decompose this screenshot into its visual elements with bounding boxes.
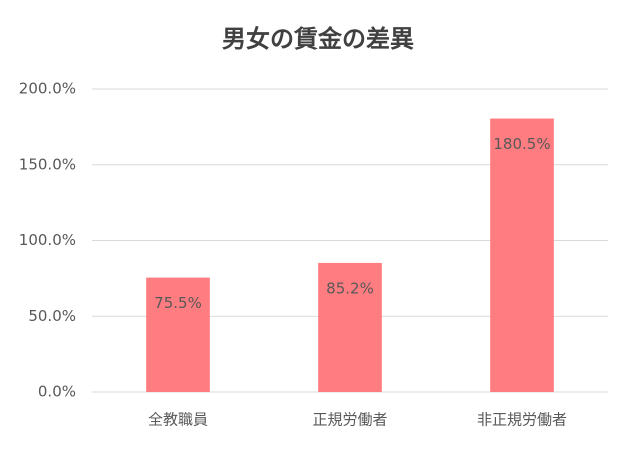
x-tick-label: 全教職員: [148, 411, 208, 429]
x-tick-label: 非正規労働者: [477, 411, 567, 429]
y-tick-label: 0.0%: [38, 383, 76, 401]
y-tick-label: 50.0%: [28, 307, 76, 325]
bar: [146, 277, 210, 392]
y-tick-label: 100.0%: [19, 231, 76, 249]
value-label: 85.2%: [326, 279, 374, 297]
value-label: 75.5%: [154, 294, 202, 312]
y-tick-label: 150.0%: [19, 155, 76, 173]
bar: [318, 262, 382, 392]
value-label: 180.5%: [493, 135, 550, 153]
chart-title: 男女の賃金の差異: [222, 25, 414, 53]
bar: [490, 118, 554, 392]
y-tick-label: 200.0%: [19, 80, 76, 98]
x-tick-label: 正規労働者: [312, 411, 387, 429]
